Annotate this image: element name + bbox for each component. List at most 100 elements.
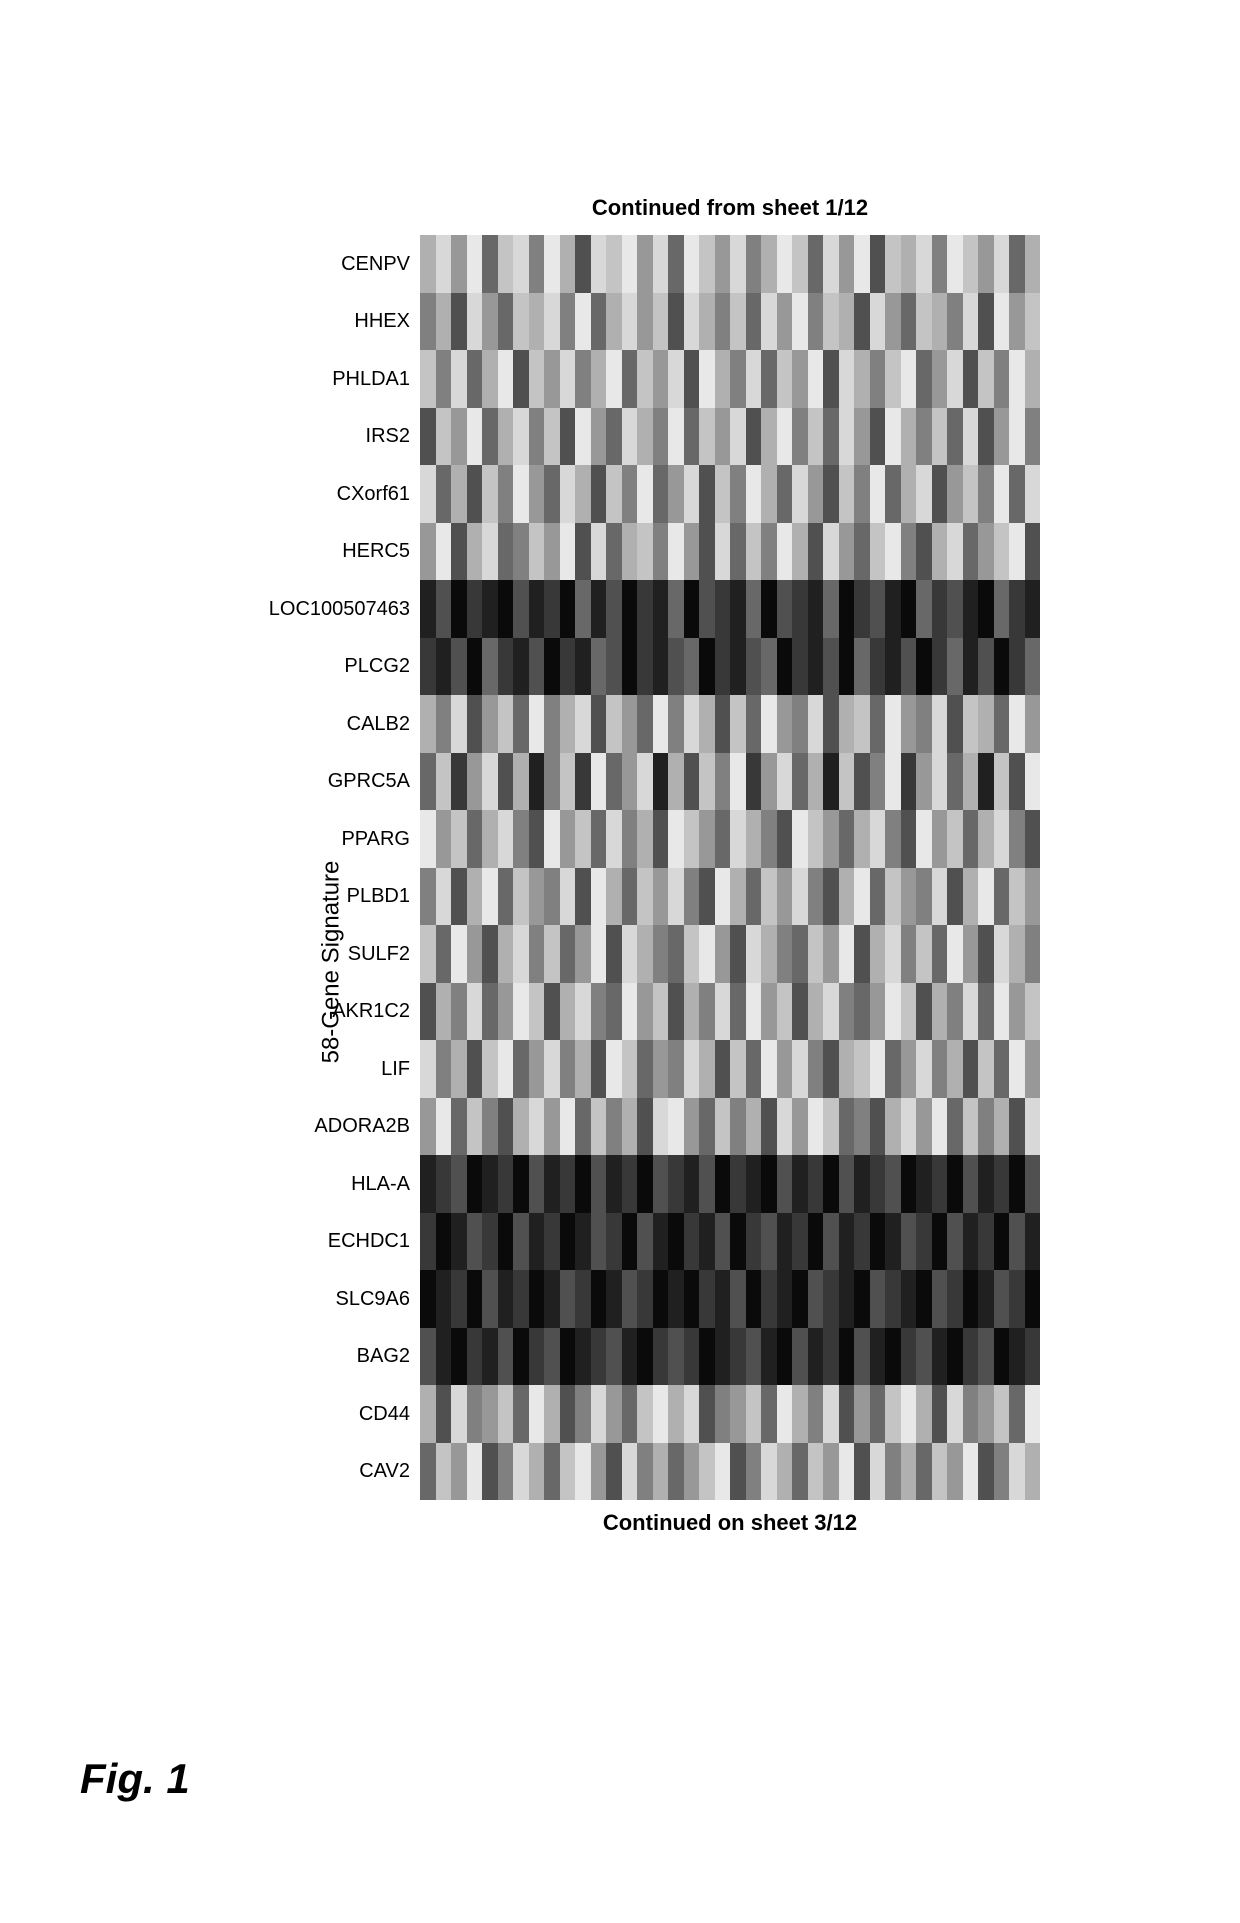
heatmap-cell: [870, 810, 886, 868]
heatmap-cell: [451, 868, 467, 926]
heatmap-cell: [684, 1385, 700, 1443]
heatmap-cell: [994, 293, 1010, 351]
heatmap-cell: [715, 695, 731, 753]
gene-label: CAV2: [260, 1443, 410, 1501]
gene-label: ADORA2B: [260, 1098, 410, 1156]
heatmap-cell: [513, 1443, 529, 1501]
heatmap-cell: [978, 1385, 994, 1443]
heatmap-cell: [730, 1443, 746, 1501]
heatmap-cell: [637, 753, 653, 811]
heatmap-cell: [854, 465, 870, 523]
heatmap-cell: [560, 523, 576, 581]
heatmap-cell: [792, 925, 808, 983]
heatmap-cell: [761, 293, 777, 351]
heatmap-cell: [885, 1213, 901, 1271]
heatmap-cell: [606, 523, 622, 581]
heatmap-cell: [544, 868, 560, 926]
heatmap-cell: [901, 235, 917, 293]
heatmap-cell: [854, 1098, 870, 1156]
heatmap-cell: [699, 1328, 715, 1386]
heatmap-cell: [668, 695, 684, 753]
heatmap-cell: [808, 810, 824, 868]
heatmap-cell: [668, 983, 684, 1041]
heatmap-cell: [622, 1328, 638, 1386]
heatmap-cell: [823, 868, 839, 926]
heatmap-cell: [901, 1385, 917, 1443]
heatmap-cell: [761, 465, 777, 523]
heatmap-cell: [498, 235, 514, 293]
heatmap-cell: [901, 293, 917, 351]
heatmap-cell: [730, 1155, 746, 1213]
heatmap-cell: [823, 465, 839, 523]
heatmap-cell: [420, 523, 436, 581]
heatmap-cell: [854, 1270, 870, 1328]
heatmap-cell: [854, 1328, 870, 1386]
heatmap-cell: [994, 868, 1010, 926]
heatmap-cell: [560, 350, 576, 408]
heatmap-cell: [932, 983, 948, 1041]
heatmap-cell: [668, 465, 684, 523]
heatmap-cell: [436, 235, 452, 293]
heatmap-cell: [978, 1098, 994, 1156]
heatmap-cell: [885, 983, 901, 1041]
heatmap-cell: [622, 293, 638, 351]
heatmap-cell: [529, 1443, 545, 1501]
heatmap-cell: [529, 1155, 545, 1213]
heatmap-cell: [513, 350, 529, 408]
heatmap-cell: [777, 695, 793, 753]
heatmap-cell: [808, 868, 824, 926]
heatmap-cell: [482, 868, 498, 926]
heatmap-cell: [978, 1213, 994, 1271]
heatmap-cell: [436, 408, 452, 466]
heatmap-cell: [916, 1213, 932, 1271]
heatmap-cell: [529, 983, 545, 1041]
heatmap-cell: [808, 1328, 824, 1386]
heatmap-cell: [1025, 1385, 1041, 1443]
heatmap-cell: [978, 638, 994, 696]
heatmap-cell: [467, 350, 483, 408]
heatmap-cell: [761, 1443, 777, 1501]
heatmap-cell: [420, 1098, 436, 1156]
heatmap-cell: [498, 1328, 514, 1386]
heatmap-cell: [823, 580, 839, 638]
heatmap-cell: [591, 1213, 607, 1271]
heatmap-cell: [947, 1040, 963, 1098]
heatmap-cell: [498, 408, 514, 466]
heatmap-cell: [1009, 523, 1025, 581]
heatmap-cell: [870, 350, 886, 408]
heatmap-cell: [1025, 465, 1041, 523]
heatmap-cell: [684, 638, 700, 696]
heatmap-cell: [420, 1155, 436, 1213]
gene-label: CALB2: [260, 695, 410, 753]
heatmap-cell: [467, 1098, 483, 1156]
heatmap-cell: [947, 983, 963, 1041]
heatmap-cell: [823, 925, 839, 983]
heatmap-cell: [684, 695, 700, 753]
heatmap-cell: [808, 1213, 824, 1271]
heatmap-cell: [653, 350, 669, 408]
heatmap-cell: [839, 1098, 855, 1156]
heatmap-cell: [854, 293, 870, 351]
heatmap-cell: [823, 695, 839, 753]
heatmap-cell: [653, 1098, 669, 1156]
heatmap-cell: [467, 695, 483, 753]
heatmap-cell: [668, 1385, 684, 1443]
heatmap-cell: [885, 523, 901, 581]
heatmap-cell: [1025, 1213, 1041, 1271]
heatmap-cell: [901, 1270, 917, 1328]
heatmap-cell: [963, 1385, 979, 1443]
heatmap-cell: [482, 1328, 498, 1386]
heatmap-cell: [730, 1385, 746, 1443]
heatmap-cell: [1009, 868, 1025, 926]
heatmap-cell: [823, 1328, 839, 1386]
heatmap-cell: [792, 1098, 808, 1156]
heatmap-cell: [560, 1443, 576, 1501]
heatmap-cell: [684, 465, 700, 523]
heatmap-cell: [699, 868, 715, 926]
heatmap-cell: [560, 1213, 576, 1271]
heatmap-cell: [575, 1270, 591, 1328]
heatmap-cell: [451, 925, 467, 983]
heatmap-cell: [777, 1270, 793, 1328]
heatmap-cell: [653, 1385, 669, 1443]
heatmap-cell: [777, 868, 793, 926]
